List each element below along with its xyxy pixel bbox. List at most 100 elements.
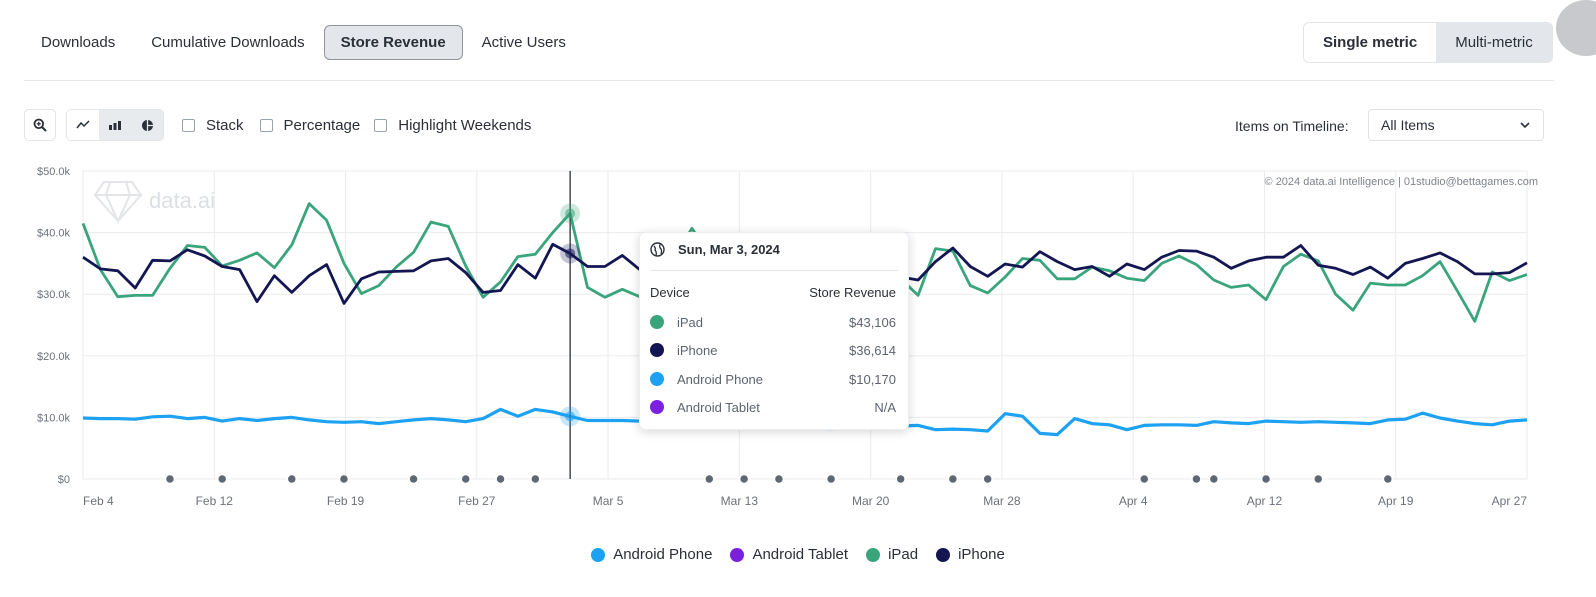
event-marker[interactable]	[164, 473, 176, 485]
highlight-weekends-checkbox[interactable]: Highlight Weekends	[374, 117, 531, 134]
y-tick-label: $0	[58, 474, 70, 486]
globe-icon	[650, 242, 665, 257]
legend-label: iPad	[888, 546, 919, 563]
tooltip-columns: Device Store Revenue	[650, 285, 896, 300]
tooltip-date: Sun, Mar 3, 2024	[678, 242, 780, 257]
event-marker[interactable]	[947, 473, 959, 485]
avatar[interactable]	[1556, 0, 1596, 56]
event-marker[interactable]	[704, 473, 715, 485]
legend-item-android-phone[interactable]: Android Phone	[591, 546, 712, 563]
diamond-logo-icon	[93, 181, 143, 224]
event-marker[interactable]	[773, 473, 785, 485]
legend-dot	[591, 547, 606, 562]
zoom-button[interactable]	[24, 109, 56, 141]
event-marker[interactable]	[738, 473, 750, 485]
x-tick-label: Mar 20	[852, 494, 890, 508]
event-marker[interactable]	[216, 473, 228, 485]
checkbox-box[interactable]	[374, 118, 388, 132]
event-marker[interactable]	[530, 473, 541, 485]
event-marker[interactable]	[1191, 473, 1202, 485]
watermark: data.ai	[93, 181, 215, 224]
y-tick-label: $50.0k	[37, 166, 71, 178]
chart-toolbar: Stack Percentage Highlight Weekends	[24, 109, 531, 141]
line-chart-icon	[76, 120, 90, 129]
legend-label: iPhone	[958, 546, 1005, 563]
metric-tabs: Downloads Cumulative Downloads Store Rev…	[24, 25, 585, 60]
legend-label: Android Tablet	[752, 546, 849, 563]
y-tick-label: $10.0k	[37, 412, 71, 424]
chart-type-group	[66, 109, 164, 141]
event-markers	[164, 473, 1394, 485]
legend-item-ipad[interactable]: iPad	[866, 546, 918, 563]
tab-active-users[interactable]: Active Users	[481, 34, 566, 51]
event-marker[interactable]	[1208, 473, 1220, 485]
x-tick-label: Mar 5	[593, 494, 624, 508]
event-marker[interactable]	[1312, 473, 1324, 485]
percentage-label: Percentage	[283, 116, 361, 134]
pie-chart-button[interactable]	[131, 110, 163, 140]
y-tick-label: $40.0k	[37, 228, 71, 240]
tooltip-col-metric: Store Revenue	[809, 285, 896, 300]
event-marker[interactable]	[408, 473, 419, 485]
tooltip-row: Android Tablet N/A	[650, 397, 896, 417]
tab-store-revenue[interactable]: Store Revenue	[323, 25, 463, 60]
event-marker[interactable]	[1382, 473, 1394, 485]
series-dot-ipad	[650, 315, 664, 329]
legend-item-iphone[interactable]: iPhone	[936, 546, 1005, 563]
x-tick-label: Feb 12	[196, 494, 234, 508]
tooltip-header: Sun, Mar 3, 2024	[650, 242, 780, 257]
tooltip-row-value: N/A	[874, 399, 896, 415]
tooltip-row-value: $36,614	[849, 342, 896, 358]
x-tick-label: Feb 19	[327, 494, 365, 508]
tooltip-col-device: Device	[650, 285, 690, 300]
tab-downloads[interactable]: Downloads	[41, 34, 116, 51]
highlight-weekends-label: Highlight Weekends	[398, 116, 532, 134]
x-tick-label: Mar 13	[721, 494, 759, 508]
items-on-timeline-label: Items on Timeline:	[1235, 118, 1349, 134]
single-metric-button[interactable]: Single metric	[1304, 23, 1437, 62]
stack-label: Stack	[206, 116, 244, 134]
series-dot-iphone	[650, 343, 664, 357]
checkbox-box[interactable]	[259, 118, 273, 132]
event-marker[interactable]	[982, 473, 993, 485]
multi-metric-button[interactable]: Multi-metric	[1436, 23, 1552, 62]
event-marker[interactable]	[895, 473, 906, 485]
tooltip-row-value: $43,106	[849, 314, 896, 330]
metric-mode-toggle: Single metric Multi-metric	[1303, 22, 1553, 63]
tooltip-divider	[650, 270, 898, 271]
legend-label: Android Phone	[613, 546, 713, 563]
tooltip-row-name: Android Phone	[677, 371, 764, 387]
event-marker[interactable]	[338, 473, 350, 485]
items-on-timeline-select[interactable]: All Items	[1368, 109, 1544, 141]
x-tick-label: Apr 19	[1378, 494, 1414, 508]
legend-dot	[730, 547, 745, 562]
legend-dot	[936, 547, 951, 562]
y-tick-label: $30.0k	[37, 289, 71, 301]
event-marker[interactable]	[460, 473, 471, 485]
percentage-checkbox[interactable]: Percentage	[259, 116, 361, 134]
hover-indicator	[560, 171, 581, 479]
legend-item-android-tablet[interactable]: Android Tablet	[730, 546, 848, 563]
tooltip-row-name: Android Tablet	[677, 399, 760, 415]
tooltip-row: iPhone $36,614	[650, 340, 896, 360]
line-chart-button[interactable]	[67, 110, 99, 140]
bar-chart-button[interactable]	[99, 110, 131, 140]
event-marker[interactable]	[495, 473, 506, 485]
copyright-text: © 2024 data.ai Intelligence | 01studio@b…	[1265, 176, 1538, 188]
x-tick-label: Feb 27	[458, 494, 496, 508]
event-marker[interactable]	[1139, 473, 1150, 485]
tooltip-row: Android Phone $10,170	[650, 369, 896, 389]
event-marker[interactable]	[825, 473, 837, 485]
stack-checkbox[interactable]: Stack	[182, 117, 244, 134]
tab-cumulative-downloads[interactable]: Cumulative Downloads	[151, 34, 305, 51]
event-marker[interactable]	[286, 473, 298, 485]
watermark-text: data.ai	[149, 188, 215, 213]
x-tick-label: Mar 28	[983, 494, 1021, 508]
legend-dot	[866, 547, 881, 562]
pie-chart-icon	[141, 119, 153, 131]
checkbox-box[interactable]	[182, 118, 195, 132]
event-marker[interactable]	[1260, 473, 1272, 485]
x-tick-label: Apr 27	[1492, 494, 1528, 508]
items-on-timeline-value: All Items	[1381, 117, 1435, 133]
tooltip-row-name: iPhone	[677, 342, 718, 358]
